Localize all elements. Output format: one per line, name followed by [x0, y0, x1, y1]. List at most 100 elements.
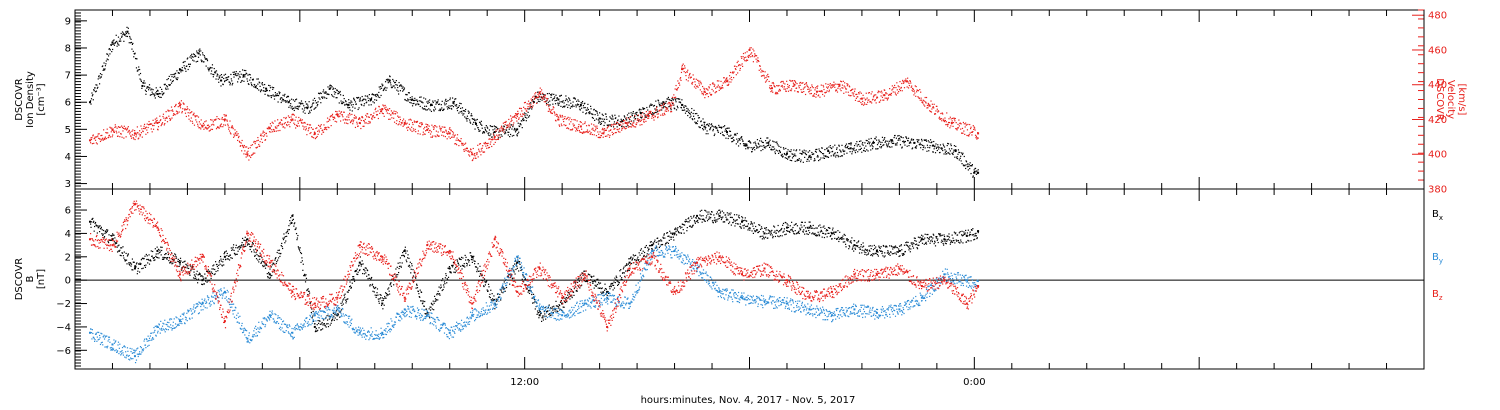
sample-dot: [761, 141, 763, 143]
sample-dot: [152, 128, 155, 130]
sample-dot: [96, 143, 98, 145]
sample-dot: [111, 234, 113, 237]
sample-dot: [340, 100, 342, 102]
sample-dot: [802, 161, 804, 163]
sample-dot: [185, 263, 187, 265]
sample-dot: [592, 113, 594, 116]
sample-dot: [651, 117, 653, 119]
sample-dot: [220, 126, 222, 128]
sample-dot: [287, 232, 290, 235]
sample-dot: [745, 60, 747, 62]
sample-dot: [828, 89, 830, 91]
sample-dot: [751, 148, 754, 151]
sample-dot: [99, 225, 101, 227]
sample-dot: [297, 246, 299, 248]
sample-dot: [142, 130, 144, 133]
sample-dot: [371, 97, 373, 99]
sample-dot: [120, 247, 122, 249]
sample-dot: [793, 155, 795, 157]
sample-dot: [440, 108, 442, 110]
sample-dot: [349, 102, 352, 104]
sample-dot: [522, 117, 524, 119]
sample-dot: [318, 327, 320, 329]
sample-dot: [833, 155, 835, 157]
sample-dot: [864, 142, 866, 144]
sample-dot: [488, 146, 491, 149]
sample-dot: [586, 129, 589, 131]
sample-dot: [465, 149, 467, 152]
sample-dot: [567, 128, 570, 130]
sample-dot: [368, 116, 370, 118]
sample-dot: [388, 113, 390, 115]
sample-dot: [827, 83, 829, 86]
sample-dot: [283, 233, 285, 235]
sample-dot: [393, 85, 395, 87]
sample-dot: [733, 139, 735, 141]
sample-dot: [408, 257, 410, 260]
sample-dot: [216, 265, 218, 268]
sample-dot: [703, 121, 705, 123]
sample-dot: [545, 104, 548, 106]
sample-dot: [311, 105, 313, 108]
sample-dot: [240, 245, 242, 247]
sample-dot: [225, 79, 227, 81]
sample-dot: [112, 233, 114, 235]
sample-dot: [555, 113, 558, 115]
sample-dot: [973, 126, 975, 128]
sample-dot: [399, 84, 401, 87]
sample-dot: [178, 72, 180, 75]
sample-dot: [519, 123, 522, 125]
sample-dot: [485, 142, 487, 145]
sample-dot: [364, 118, 366, 120]
sample-dot: [885, 140, 887, 142]
sample-dot: [501, 135, 503, 137]
sample-dot: [201, 283, 204, 286]
sample-dot: [234, 254, 236, 256]
sample-dot: [636, 122, 638, 124]
sample-dot: [753, 50, 755, 52]
sample-dot: [789, 159, 791, 161]
sample-dot: [862, 144, 864, 146]
sample-dot: [206, 58, 208, 60]
sample-dot: [504, 124, 506, 126]
sample-dot: [297, 108, 299, 110]
sample-dot: [190, 54, 192, 57]
sample-dot: [724, 81, 726, 84]
sample-dot: [363, 268, 365, 271]
sample-dot: [745, 148, 747, 150]
sample-dot: [389, 293, 391, 295]
sample-dot: [221, 118, 223, 120]
sample-dot: [238, 76, 241, 78]
sample-dot: [445, 98, 447, 101]
sample-dot: [94, 225, 96, 228]
sample-dot: [634, 115, 636, 118]
sample-dot: [903, 142, 905, 144]
sample-dot: [671, 98, 673, 100]
sample-dot: [805, 150, 807, 152]
sample-dot: [716, 129, 719, 131]
sample-dot: [551, 93, 553, 95]
sample-dot: [532, 99, 534, 101]
sample-dot: [396, 112, 398, 114]
sample-dot: [965, 160, 967, 162]
sample-dot: [218, 264, 220, 266]
sample-dot: [549, 109, 551, 111]
sample-dot: [366, 275, 368, 277]
sample-dot: [253, 249, 255, 251]
sample-dot: [231, 257, 233, 259]
sample-dot: [203, 283, 205, 285]
sample-dot: [210, 73, 212, 75]
sample-dot: [509, 126, 511, 129]
sample-dot: [379, 88, 381, 90]
sample-dot: [647, 113, 649, 116]
sample-dot: [341, 114, 344, 116]
sample-dot: [241, 244, 243, 246]
sample-dot: [281, 247, 284, 250]
sample-dot: [245, 156, 247, 158]
sample-dot: [398, 267, 400, 270]
sample-dot: [469, 122, 472, 124]
sample-dot: [311, 136, 313, 138]
sample-dot: [203, 61, 205, 63]
data-point: [785, 226, 788, 229]
sample-dot: [255, 147, 258, 149]
